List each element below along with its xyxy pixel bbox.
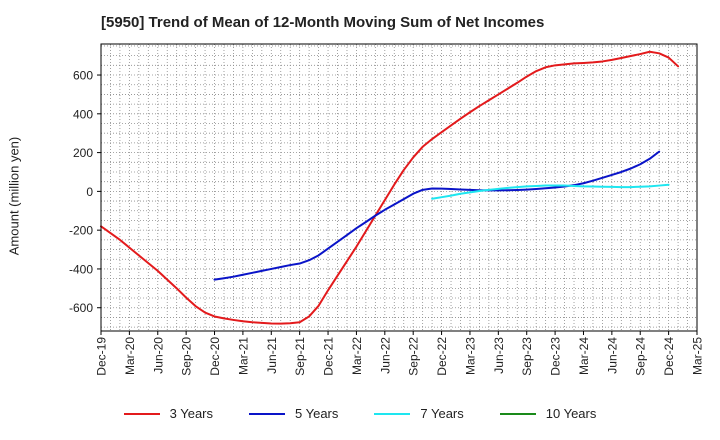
series-line-5-years xyxy=(213,150,661,281)
x-tick-label: Sep-23 xyxy=(520,337,534,376)
x-tick-label: Mar-20 xyxy=(123,337,137,375)
legend-label: 5 Years xyxy=(295,406,339,421)
x-tick-label: Sep-21 xyxy=(293,337,307,376)
y-tick-label: 200 xyxy=(73,146,93,160)
x-tick-label: Dec-23 xyxy=(549,337,563,376)
x-tick-label: Jun-21 xyxy=(265,337,279,374)
legend-swatch xyxy=(123,412,160,415)
x-tick-label: Dec-21 xyxy=(322,337,336,376)
x-tick-label: Sep-24 xyxy=(634,337,648,376)
x-tick-label: Mar-24 xyxy=(577,337,591,375)
legend-swatch xyxy=(499,412,536,415)
legend-item-7-years: 7 Years xyxy=(374,406,464,421)
legend-label: 3 Years xyxy=(169,406,213,421)
x-tick-label: Jun-20 xyxy=(151,337,165,374)
x-tick-label: Jun-22 xyxy=(378,337,392,374)
legend: 3 Years 5 Years 7 Years 10 Years xyxy=(0,406,720,421)
legend-item-10-years: 10 Years xyxy=(499,406,597,421)
x-tick-label: Dec-20 xyxy=(208,337,222,376)
y-tick-label: 400 xyxy=(73,107,93,121)
legend-swatch xyxy=(374,412,411,415)
legend-item-5-years: 5 Years xyxy=(249,406,338,421)
x-tick-label: Dec-19 xyxy=(95,337,109,376)
x-tick-label: Mar-21 xyxy=(236,337,250,375)
x-tick-label: Sep-22 xyxy=(407,337,421,376)
x-tick-label: Dec-24 xyxy=(662,337,676,376)
x-tick-label: Mar-23 xyxy=(463,337,477,375)
legend-swatch xyxy=(249,412,285,415)
series-line-7-years xyxy=(431,183,670,200)
legend-item-3-years: 3 Years xyxy=(123,406,213,421)
y-tick-label: -400 xyxy=(69,262,93,276)
x-tick-label: Sep-20 xyxy=(180,337,194,376)
x-tick-label: Jun-23 xyxy=(492,337,506,374)
legend-label: 10 Years xyxy=(545,406,597,421)
y-tick-label: -200 xyxy=(69,224,93,238)
x-tick-label: Mar-25 xyxy=(691,337,705,375)
x-tick-label: Mar-22 xyxy=(350,337,364,375)
x-tick-label: Dec-22 xyxy=(435,337,449,376)
chart-title: [5950] Trend of Mean of 12-Month Moving … xyxy=(101,14,545,31)
plot-frame xyxy=(100,43,698,332)
y-tick-label: 0 xyxy=(86,185,93,199)
legend-label: 7 Years xyxy=(420,406,464,421)
y-tick-label: -600 xyxy=(69,301,93,315)
y-tick-label: 600 xyxy=(73,69,93,83)
series-line-3-years xyxy=(100,50,680,325)
x-tick-label: Jun-24 xyxy=(605,337,619,374)
